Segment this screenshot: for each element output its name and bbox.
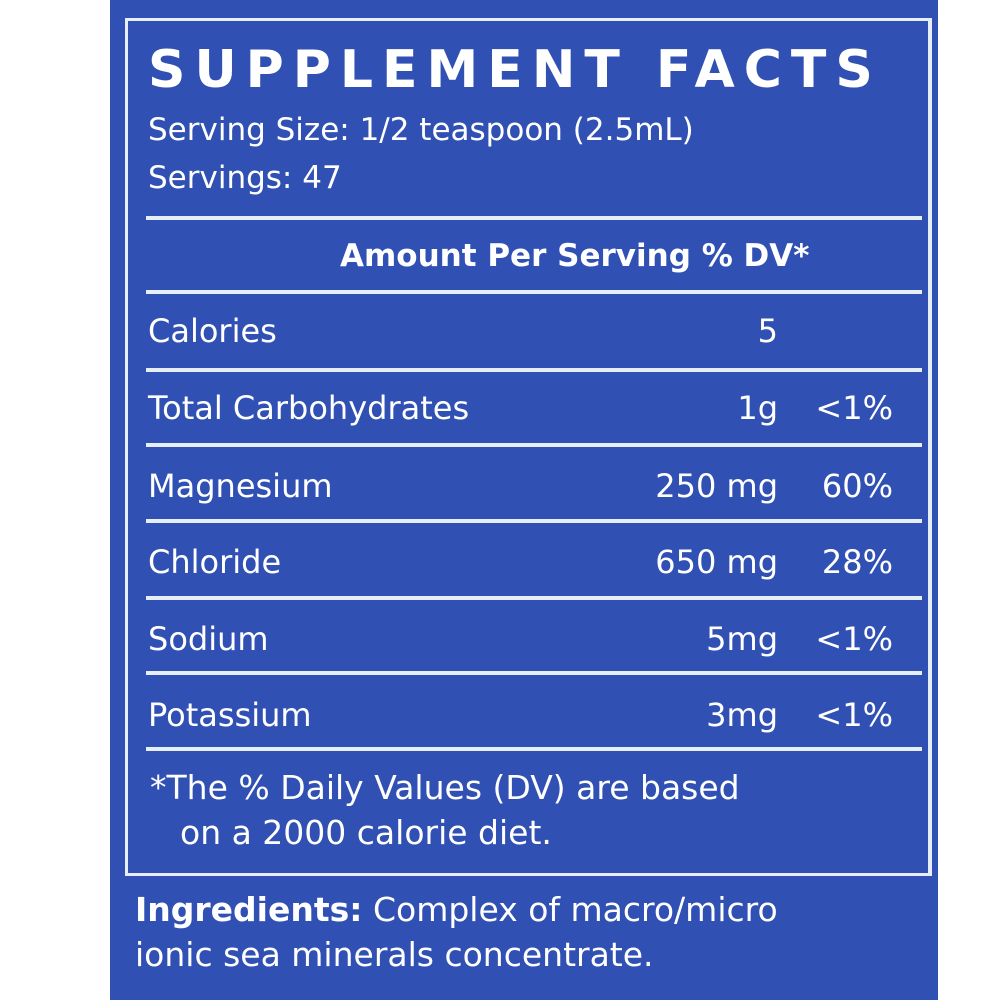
nutrient-dv: <1% [815, 696, 893, 734]
nutrient-row: Total Carbohydrates 1g <1% [148, 389, 893, 439]
nutrient-name: Potassium [148, 696, 312, 734]
nutrient-row: Magnesium 250 mg 60% [148, 467, 893, 517]
nutrient-name: Magnesium [148, 467, 333, 505]
nutrient-dv: <1% [815, 389, 893, 427]
serving-size: Serving Size: 1/2 teaspoon (2.5mL) [148, 112, 694, 148]
nutrient-row: Calories 5 [148, 312, 893, 362]
nutrient-amount: 1g [737, 389, 778, 427]
nutrient-amount: 5 [757, 312, 778, 350]
label-background [110, 0, 938, 1000]
divider [146, 443, 922, 447]
nutrient-row: Chloride 650 mg 28% [148, 543, 893, 593]
nutrient-name: Total Carbohydrates [148, 389, 470, 427]
divider [146, 519, 922, 523]
divider [146, 747, 922, 751]
nutrient-amount: 250 mg [655, 467, 778, 505]
nutrient-dv: <1% [815, 620, 893, 658]
nutrient-amount: 5mg [706, 620, 778, 658]
nutrient-name: Chloride [148, 543, 282, 581]
nutrient-name: Calories [148, 312, 277, 350]
divider [146, 671, 922, 675]
nutrient-amount: 3mg [706, 696, 778, 734]
divider [146, 368, 922, 372]
nutrient-name: Sodium [148, 620, 269, 658]
divider [146, 290, 922, 294]
panel-title: SUPPLEMENT FACTS [148, 40, 882, 100]
servings: Servings: 47 [148, 160, 342, 196]
ingredients-line-2: ionic sea minerals concentrate. [135, 935, 654, 974]
divider [146, 216, 922, 220]
column-header: Amount Per Serving % DV* [340, 238, 810, 274]
footnote-line-2: on a 2000 calorie diet. [180, 813, 552, 852]
ingredients-line-1: Ingredients: Complex of macro/micro [135, 890, 778, 929]
facts-panel-border [125, 18, 932, 876]
nutrient-dv: 28% [821, 543, 893, 581]
nutrient-row: Potassium 3mg <1% [148, 696, 893, 746]
nutrient-amount: 650 mg [655, 543, 778, 581]
ingredients-label: Ingredients: [135, 890, 363, 929]
divider [146, 596, 922, 600]
footnote-line-1: *The % Daily Values (DV) are based [150, 768, 740, 807]
nutrient-dv: 60% [821, 467, 893, 505]
nutrient-row: Sodium 5mg <1% [148, 620, 893, 670]
ingredients-text: Complex of macro/micro [362, 890, 778, 929]
